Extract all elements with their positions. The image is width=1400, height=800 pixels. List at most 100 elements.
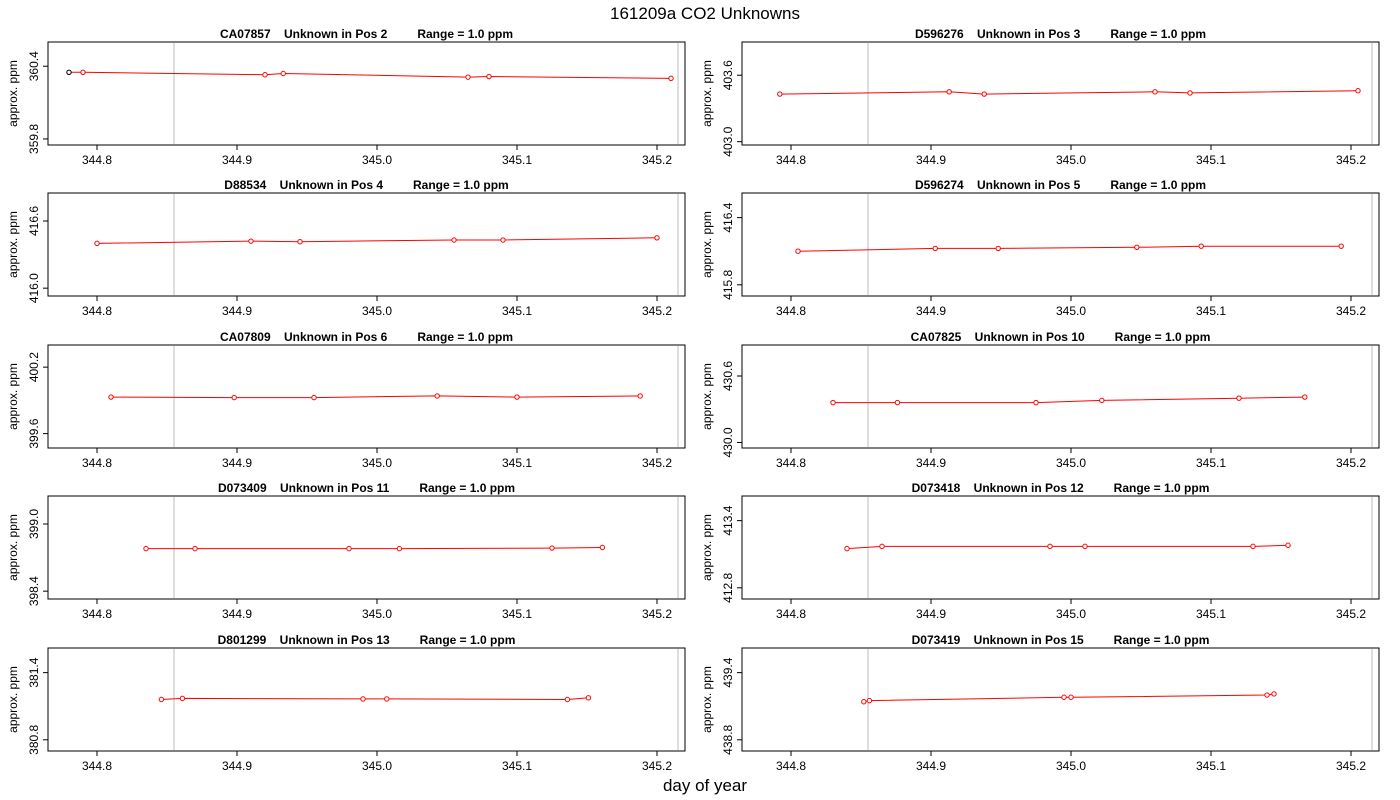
x-tick-label: 344.8: [82, 759, 112, 773]
plot-frame: [47, 41, 686, 146]
data-point: [1355, 88, 1361, 94]
y-tick-label: 403.0: [721, 126, 735, 156]
data-point: [844, 545, 850, 552]
plot-frame: [741, 192, 1380, 297]
x-tick-label: 345.0: [1056, 607, 1086, 621]
y-axis-label: approx. ppm: [700, 60, 714, 127]
data-point: [231, 394, 237, 401]
x-tick-label: 345.0: [362, 607, 392, 621]
x-tick-label: 345.1: [502, 456, 532, 470]
plot-frame: [47, 647, 686, 752]
panel-title: D88534 Unknown in Pos 4 Range = 1.0 ppm: [224, 178, 508, 192]
plot-frame: [741, 344, 1380, 449]
data-point: [1152, 89, 1158, 95]
x-tick-label: 345.2: [642, 304, 672, 318]
x-tick-label: 344.8: [776, 759, 806, 773]
y-tick-label: 416.4: [721, 202, 735, 232]
data-point: [894, 399, 901, 406]
x-tick-label: 345.1: [1196, 607, 1226, 621]
data-point: [1061, 694, 1067, 700]
x-tick-label: 345.2: [1336, 759, 1366, 773]
x-tick-label: 344.8: [82, 456, 112, 470]
data-point: [932, 245, 938, 252]
x-tick-label: 345.2: [1336, 607, 1366, 621]
x-tick-label: 344.8: [82, 607, 112, 621]
x-tick-label: 344.9: [916, 607, 946, 621]
x-tick-label: 345.1: [502, 153, 532, 167]
y-axis-label: approx. ppm: [6, 60, 20, 127]
x-tick-label: 345.2: [1336, 153, 1366, 167]
plot-frame: [47, 495, 686, 600]
data-point: [1134, 244, 1140, 250]
x-tick-label: 345.1: [1196, 304, 1226, 318]
x-tick-label: 344.8: [776, 456, 806, 470]
y-tick-label: 381.4: [27, 657, 41, 687]
y-tick-label: 413.4: [721, 505, 735, 535]
data-point: [1033, 399, 1039, 406]
y-tick-label: 399.6: [27, 418, 41, 448]
y-tick-label: 430.6: [721, 361, 735, 391]
data-point: [599, 544, 606, 551]
x-tick-label: 345.0: [362, 456, 392, 470]
x-tick-label: 344.9: [222, 456, 252, 470]
plot-frame: [741, 495, 1380, 600]
data-point: [1264, 692, 1270, 698]
x-tick-label: 345.2: [642, 153, 672, 167]
plot-frame: [47, 344, 686, 449]
panel-9: D801299 Unknown in Pos 13 Range = 1.0 pp…: [6, 633, 686, 773]
panel-7: D073409 Unknown in Pos 11 Range = 1.0 pp…: [6, 481, 686, 621]
data-point: [486, 73, 492, 80]
x-tick-label: 344.8: [776, 607, 806, 621]
panel-2: D596276 Unknown in Pos 3 Range = 1.0 ppm…: [700, 27, 1380, 167]
y-axis-label: approx. ppm: [6, 666, 20, 733]
y-axis-label: approx. ppm: [700, 514, 714, 581]
data-point: [946, 89, 952, 95]
x-tick-label: 345.2: [642, 607, 672, 621]
series-line: [69, 71, 672, 79]
data-point: [861, 699, 867, 705]
data-point: [384, 696, 390, 702]
y-axis-label: approx. ppm: [700, 211, 714, 278]
data-point: [637, 393, 643, 399]
data-point: [795, 248, 801, 254]
data-point: [1198, 243, 1204, 249]
x-tick-label: 345.0: [362, 153, 392, 167]
series-line: [146, 547, 603, 550]
x-tick-label: 345.2: [642, 759, 672, 773]
x-tick-label: 345.1: [1196, 153, 1226, 167]
x-tick-label: 344.8: [776, 304, 806, 318]
data-point: [280, 70, 286, 77]
y-axis-label: approx. ppm: [6, 363, 20, 430]
data-point: [1082, 543, 1088, 550]
data-point: [830, 399, 836, 406]
x-tick-label: 344.9: [916, 759, 946, 773]
data-point: [500, 237, 506, 243]
panel-10: D073419 Unknown in Pos 15 Range = 1.0 pp…: [700, 633, 1380, 773]
data-point: [549, 545, 555, 551]
y-axis-label: approx. ppm: [6, 514, 20, 581]
plot-frame: [741, 41, 1380, 146]
data-point: [297, 239, 303, 245]
x-tick-label: 345.2: [642, 456, 672, 470]
y-tick-label: 438.8: [721, 724, 735, 754]
data-point: [108, 394, 114, 400]
x-tick-label: 345.0: [1056, 759, 1086, 773]
series-line: [833, 396, 1305, 404]
data-point: [248, 238, 254, 244]
data-point: [80, 69, 86, 75]
x-tick-label: 345.1: [502, 304, 532, 318]
y-tick-label: 439.4: [721, 657, 735, 687]
data-point: [311, 394, 317, 401]
data-point: [1250, 543, 1256, 550]
series-line: [779, 90, 1359, 95]
panel-8: D073418 Unknown in Pos 12 Range = 1.0 pp…: [700, 481, 1380, 621]
x-tick-label: 345.1: [502, 759, 532, 773]
y-axis-label: approx. ppm: [6, 211, 20, 278]
panel-3: D88534 Unknown in Pos 4 Range = 1.0 ppm a…: [6, 178, 686, 318]
data-point: [158, 696, 165, 703]
figure-x-axis-label: day of year: [663, 776, 747, 795]
panel-title: D801299 Unknown in Pos 13 Range = 1.0 pp…: [218, 633, 516, 647]
data-point: [143, 545, 149, 552]
data-point: [1285, 542, 1291, 548]
